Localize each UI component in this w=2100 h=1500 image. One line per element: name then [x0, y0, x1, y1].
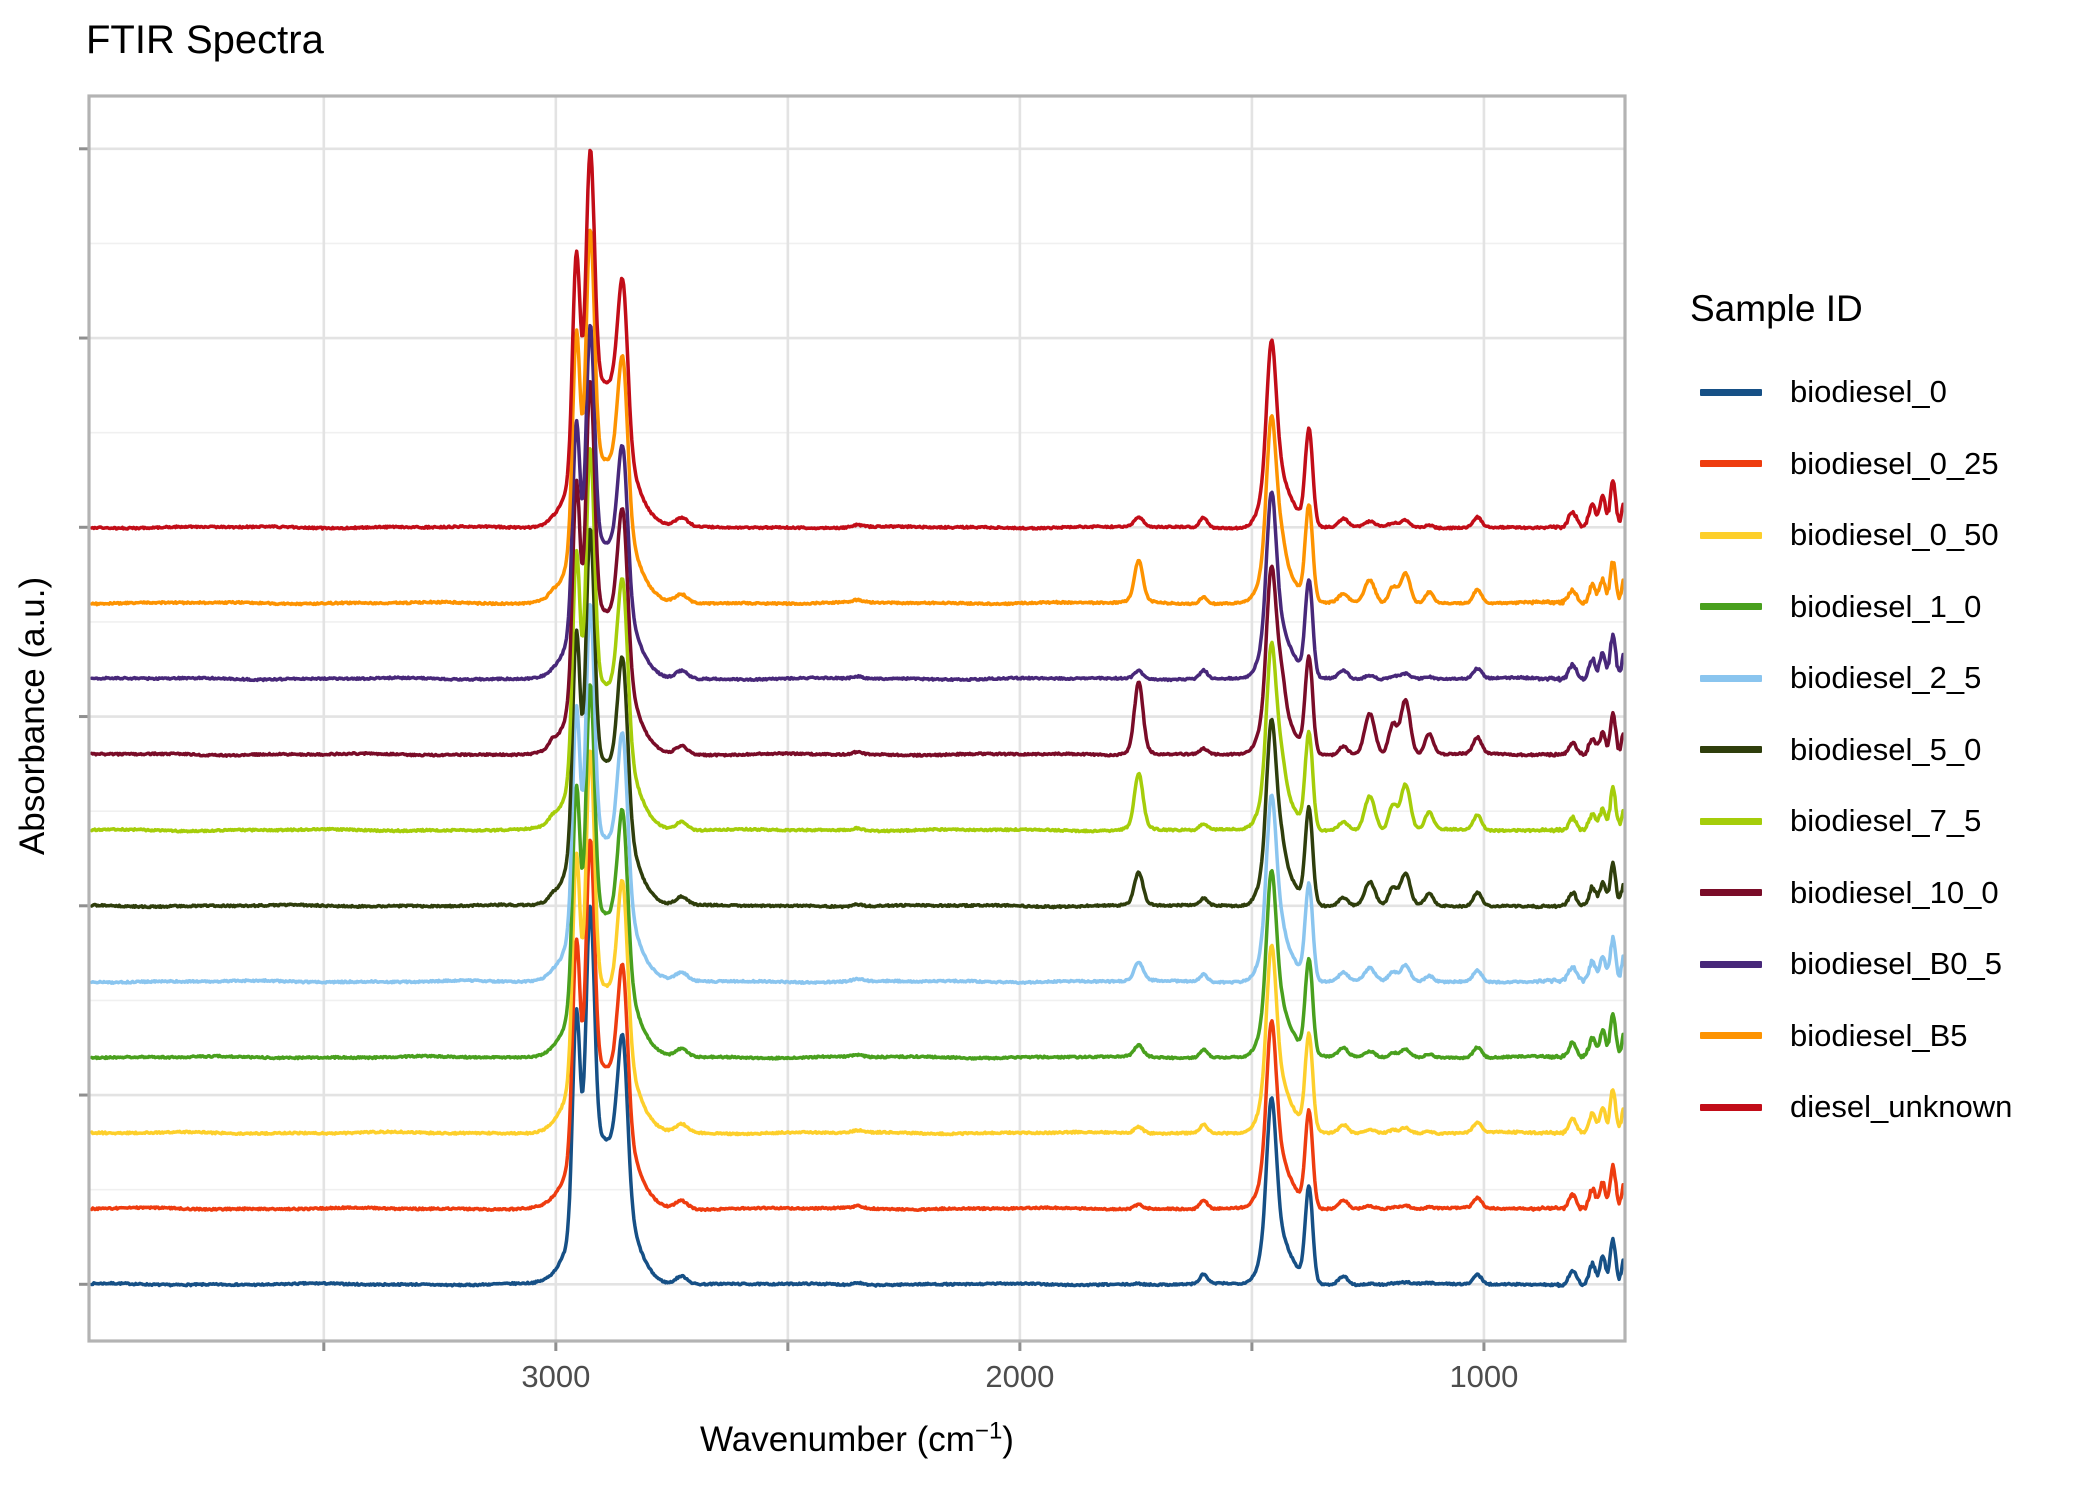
- x-axis-label-text: Wavenumber (cm: [700, 1420, 975, 1459]
- legend-swatch-biodiesel_0: [1700, 388, 1762, 396]
- legend-swatch-biodiesel_1_0: [1700, 603, 1762, 610]
- legend-swatch-biodiesel_0_25: [1700, 460, 1762, 467]
- panel-border: [87, 94, 1627, 1343]
- legend-label-diesel_unknown: diesel_unknown: [1790, 1089, 2013, 1124]
- legend-label-biodiesel_2_5: biodiesel_2_5: [1790, 660, 1982, 695]
- legend-swatch-biodiesel_10_0: [1700, 889, 1762, 896]
- legend-label-biodiesel_B0_5: biodiesel_B0_5: [1790, 946, 2003, 981]
- legend-title: Sample ID: [1690, 288, 1863, 329]
- legend-swatch-biodiesel_B5: [1700, 1032, 1762, 1039]
- legend-swatch-diesel_unknown: [1700, 1103, 1762, 1111]
- legend-swatch-biodiesel_2_5: [1700, 674, 1762, 682]
- legend-swatch-biodiesel_7_5: [1700, 817, 1762, 825]
- legend-label-biodiesel_0: biodiesel_0: [1790, 374, 1947, 409]
- legend-label-biodiesel_B5: biodiesel_B5: [1790, 1017, 1968, 1053]
- x-axis-label-close: ): [1002, 1420, 1014, 1459]
- spectrum-line-biodiesel_2_5: [90, 602, 1625, 985]
- x-tick-label: 3000: [521, 1359, 590, 1394]
- x-axis-label-exponent: −1: [974, 1417, 1003, 1445]
- legend-swatch-biodiesel_5_0: [1700, 746, 1762, 753]
- spectrum-line-biodiesel_B5: [90, 228, 1625, 607]
- legend-label-biodiesel_7_5: biodiesel_7_5: [1790, 803, 1982, 838]
- spectrum-line-diesel_unknown: [90, 148, 1625, 531]
- spectrum-line-biodiesel_B0_5: [90, 323, 1625, 683]
- spectrum-line-biodiesel_7_5: [90, 447, 1625, 834]
- plot-title: FTIR Spectra: [86, 18, 324, 62]
- spectrum-line-biodiesel_0_25: [90, 838, 1625, 1213]
- legend-label-biodiesel_0_25: biodiesel_0_25: [1790, 445, 1999, 481]
- spectrum-line-biodiesel_10_0: [90, 379, 1625, 758]
- legend-label-biodiesel_1_0: biodiesel_1_0: [1790, 588, 1982, 624]
- legend-swatch-biodiesel_B0_5: [1700, 960, 1762, 968]
- legend-label-biodiesel_0_50: biodiesel_0_50: [1790, 517, 1999, 552]
- legend-label-biodiesel_5_0: biodiesel_5_0: [1790, 731, 1982, 767]
- x-axis-label: Wavenumber (cm−1): [700, 1417, 1014, 1460]
- spectrum-line-biodiesel_0_50: [90, 749, 1625, 1137]
- spectrum-line-biodiesel_0: [90, 904, 1625, 1289]
- x-tick-label: 1000: [1449, 1359, 1518, 1394]
- spectrum-line-biodiesel_5_0: [90, 527, 1625, 910]
- legend-swatch-biodiesel_0_50: [1700, 531, 1762, 539]
- x-tick-label: 2000: [985, 1359, 1054, 1394]
- legend-label-biodiesel_10_0: biodiesel_10_0: [1790, 874, 1999, 910]
- spectrum-line-biodiesel_1_0: [90, 683, 1625, 1061]
